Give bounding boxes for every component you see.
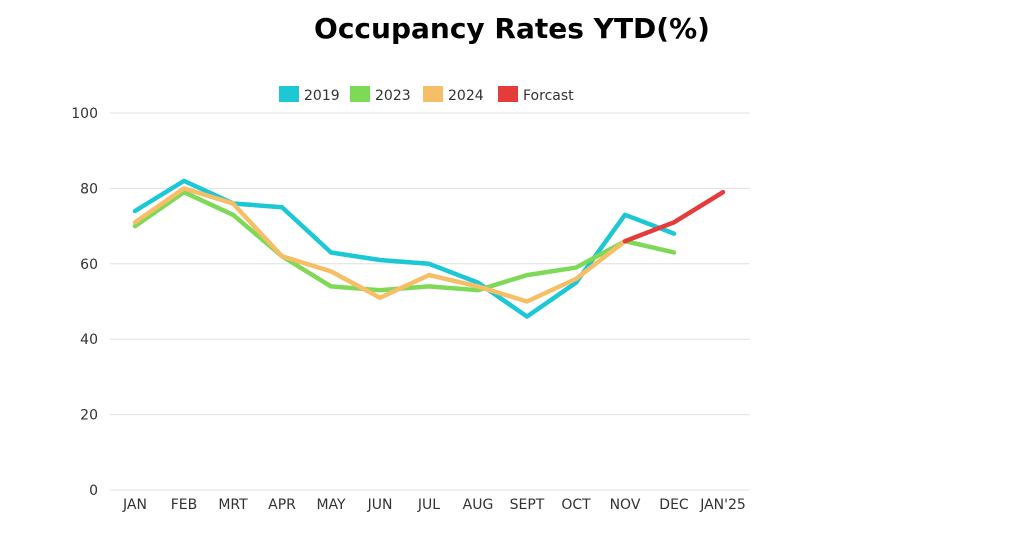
x-tick-label: NOV <box>610 497 641 513</box>
y-tick-label: 0 <box>89 483 98 499</box>
x-tick-label: OCT <box>561 497 591 513</box>
legend-swatch <box>498 86 518 102</box>
x-tick-label: JAN'25 <box>699 497 746 513</box>
x-tick-label: JUL <box>417 497 440 513</box>
legend-label: 2023 <box>375 88 411 104</box>
x-tick-label: AUG <box>463 497 494 513</box>
x-tick-label: APR <box>268 497 296 513</box>
y-tick-label: 80 <box>80 181 98 197</box>
x-tick-label: SEPT <box>510 497 545 513</box>
legend-swatch <box>350 86 370 102</box>
chart-title: Occupancy Rates YTD(%) <box>314 12 710 45</box>
legend: 2019 2023 2024 Forcast <box>279 86 574 104</box>
y-axis: 0 20 40 60 80 100 <box>71 106 98 499</box>
series-line-2024 <box>132 186 628 304</box>
x-tick-label: MRT <box>218 497 248 513</box>
y-tick-label: 60 <box>80 257 98 273</box>
series-line-2023 <box>132 189 677 293</box>
series-lines <box>132 178 726 319</box>
y-tick-label: 20 <box>80 408 98 424</box>
x-tick-label: FEB <box>171 497 198 513</box>
y-tick-label: 40 <box>80 332 98 348</box>
x-tick-label: MAY <box>316 497 346 513</box>
x-tick-label: JAN <box>122 497 147 513</box>
gridlines <box>110 112 750 491</box>
series-line-forcast <box>622 189 726 244</box>
series-line-2019 <box>132 178 677 319</box>
x-tick-label: JUN <box>367 497 393 513</box>
legend-label: 2019 <box>304 88 340 104</box>
y-tick-label: 100 <box>71 106 98 122</box>
x-tick-label: DEC <box>659 497 689 513</box>
legend-swatch <box>423 86 443 102</box>
legend-label: Forcast <box>523 88 574 104</box>
legend-label: 2024 <box>448 88 484 104</box>
legend-swatch <box>279 86 299 102</box>
x-axis: JAN FEB MRT APR MAY JUN JUL AUG SEPT OCT NOV DEC JAN… <box>122 497 746 513</box>
